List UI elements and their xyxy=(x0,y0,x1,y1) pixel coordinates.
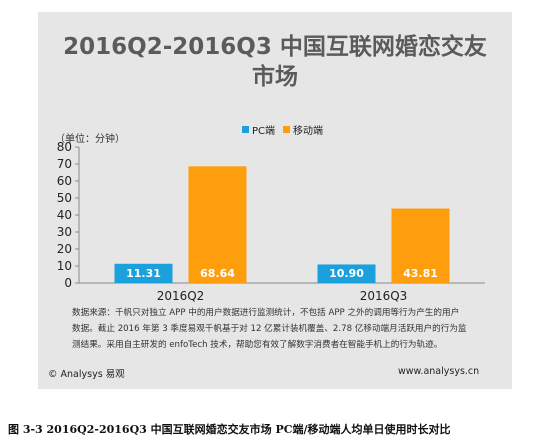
chart-title-line1: 2016Q2-2016Q3 中国互联网婚恋交友 xyxy=(63,34,487,60)
y-tick-label: 50 xyxy=(57,191,72,205)
y-tick-label: 20 xyxy=(57,242,72,256)
legend-label-mobile: 移动端 xyxy=(293,126,324,137)
bar-value-label: 10.90 xyxy=(329,267,364,280)
chart-card: 2016Q2-2016Q3 中国互联网婚恋交友 市场 xyxy=(38,12,512,389)
note-line-1: 数据来源：千帆只对独立 APP 中的用户数据进行监测统计，不包括 APP 之外的… xyxy=(72,308,460,318)
y-tick-label: 30 xyxy=(57,225,72,239)
y-tick-label: 60 xyxy=(57,174,72,188)
figure-caption: 图 3-3 2016Q2-2016Q3 中国互联网婚恋交友市场 PC端/移动端人… xyxy=(8,423,451,436)
chart-title: 2016Q2-2016Q3 中国互联网婚恋交友 市场 xyxy=(38,32,512,92)
note-line-2: 数据。截止 2016 年第 3 季度易观千帆基于对 12 亿累计装机覆盖、2.7… xyxy=(72,324,467,334)
chart-title-line2: 市场 xyxy=(252,64,298,90)
legend-item-pc: PC端 xyxy=(242,122,275,137)
unit-label: （单位：分钟） xyxy=(55,134,125,145)
y-tick-label: 70 xyxy=(57,157,72,171)
y-tick-label: 0 xyxy=(64,276,72,290)
data-source-note: 数据来源：千帆只对独立 APP 中的用户数据进行监测统计，不包括 APP 之外的… xyxy=(72,305,490,353)
y-tick-label: 10 xyxy=(57,259,72,273)
y-tick-label: 80 xyxy=(57,140,72,154)
site-url: www.analysys.cn xyxy=(398,366,480,377)
legend-label-pc: PC端 xyxy=(252,126,276,137)
x-tick-label: 2016Q3 xyxy=(360,289,408,303)
bar-value-label: 11.31 xyxy=(126,267,161,280)
bar-value-label: 43.81 xyxy=(403,267,438,280)
bar-mobile-2016Q3 xyxy=(391,208,450,283)
legend: PC端 移动端 xyxy=(242,122,323,137)
legend-swatch-pc xyxy=(242,126,249,133)
y-tick-label: 40 xyxy=(57,208,72,222)
bar-value-label: 68.64 xyxy=(200,267,235,280)
bar-pc-2016Q3 xyxy=(317,264,376,283)
bar-mobile-2016Q2 xyxy=(188,166,247,283)
x-tick-label: 2016Q2 xyxy=(157,289,205,303)
brand-label: © Analysys 易观 xyxy=(48,369,125,380)
legend-item-mobile: 移动端 xyxy=(283,122,323,137)
bar-pc-2016Q2 xyxy=(114,263,173,283)
note-line-3: 测结果。采用自主研发的 enfoTech 技术，帮助您有效了解数字消费者在智能手… xyxy=(72,340,443,350)
legend-swatch-mobile xyxy=(283,126,291,133)
